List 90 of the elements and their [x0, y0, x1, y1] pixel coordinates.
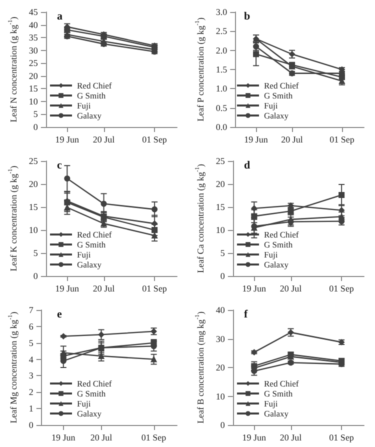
legend-label: G Smith — [264, 388, 294, 398]
y-tick-label: 15 — [216, 202, 226, 212]
x-tick-label: 01 Sep — [329, 432, 354, 442]
y-tick-label: 0 — [28, 420, 34, 430]
legend-label: Fuji — [77, 250, 92, 260]
legend-label: Red Chief — [77, 378, 112, 388]
x-tick-label: 19 Jun — [55, 284, 80, 294]
x-tick-label: 01 Sep — [142, 134, 168, 144]
y-tick-label: 5 — [33, 248, 38, 258]
x-tick-label: 20 Jul — [281, 134, 304, 144]
y-tick-label: 6 — [28, 321, 34, 332]
x-tick-label: 20 Jul — [92, 284, 116, 294]
legend-label: Red Chief — [264, 230, 299, 240]
y-tick-label: 0.5 — [216, 102, 228, 113]
legend-label: Galaxy — [77, 260, 102, 270]
y-tick-label: 2 — [28, 387, 34, 398]
y-tick-label: 4 — [28, 354, 34, 364]
y-tick-label: 30 — [216, 334, 226, 344]
y-tick-label: 20 — [216, 179, 226, 189]
y-tick-label: 25 — [28, 58, 38, 68]
legend-label: G Smith — [264, 240, 294, 250]
legend-label: Red Chief — [264, 80, 299, 90]
x-tick-label: 01 Sep — [141, 432, 167, 442]
legend-label: Red Chief — [77, 80, 112, 90]
y-tick-label: 1.5 — [216, 64, 228, 74]
y-tick-label: 3.0 — [216, 7, 228, 17]
y-tick-label: 20 — [28, 179, 38, 189]
legend-label: Fuji — [264, 398, 278, 408]
legend-label: G Smith — [77, 90, 106, 100]
y-tick-label: 7 — [28, 305, 34, 315]
y-tick-label: 1.0 — [216, 84, 228, 94]
y-tick-label: 20 — [216, 362, 226, 372]
y-tick-label: 25 — [28, 156, 38, 166]
legend-label: G Smith — [264, 90, 294, 100]
legend-label: G Smith — [77, 240, 106, 250]
x-tick-label: 20 Jul — [90, 432, 113, 442]
legend-label: Red Chief — [77, 230, 112, 240]
legend-label: Galaxy — [264, 110, 290, 120]
legend-label: G Smith — [77, 388, 106, 398]
y-tick-label: 40 — [216, 305, 226, 315]
chart-title: a — [57, 10, 63, 22]
y-tick-label: 15 — [28, 84, 38, 94]
x-tick-label: 19 Jun — [242, 432, 267, 442]
legend-label: Galaxy — [77, 110, 102, 120]
x-tick-label: 01 Sep — [142, 284, 168, 294]
legend-label: Galaxy — [264, 408, 290, 418]
y-tick-label: 2.0 — [216, 45, 228, 56]
y-tick-label: 30 — [28, 45, 38, 56]
chart-title: d — [244, 160, 250, 172]
chart-title: c — [57, 160, 62, 172]
chart-title: b — [244, 10, 250, 22]
x-tick-label: 20 Jul — [280, 284, 302, 294]
y-tick-label: 1 — [28, 404, 34, 414]
y-tick-label: 2.5 — [216, 26, 228, 36]
y-tick-label: 10 — [28, 96, 38, 106]
y-tick-label: 10 — [28, 225, 38, 235]
x-tick-label: 01 Sep — [330, 134, 355, 144]
legend-label: Red Chief — [264, 378, 299, 388]
legend-label: Fuji — [264, 250, 278, 260]
y-tick-label: 45 — [28, 7, 38, 17]
y-tick-label: 0 — [220, 271, 226, 281]
legend-label: Fuji — [77, 398, 92, 408]
y-tick-label: 10 — [216, 391, 226, 402]
y-tick-label: 5 — [220, 248, 226, 258]
y-tick-label: 5 — [33, 109, 38, 120]
legend-label: Fuji — [77, 100, 92, 110]
y-tick-label: 0 — [33, 271, 38, 281]
y-tick-label: 0 — [220, 420, 226, 430]
y-tick-label: 10 — [216, 225, 226, 235]
chart-title: f — [244, 308, 248, 320]
y-tick-label: 0.0 — [216, 122, 228, 132]
legend-label: Galaxy — [264, 260, 290, 270]
chart-title: e — [57, 308, 62, 320]
x-tick-label: 19 Jun — [242, 284, 267, 294]
y-tick-label: 40 — [28, 20, 38, 30]
y-tick-label: 20 — [28, 70, 38, 81]
x-tick-label: 19 Jun — [52, 432, 76, 442]
legend-label: Fuji — [264, 100, 278, 110]
y-tick-label: 35 — [28, 32, 38, 43]
x-tick-label: 01 Sep — [329, 284, 354, 294]
x-tick-label: 20 Jul — [92, 134, 116, 144]
x-tick-label: 20 Jul — [280, 432, 302, 442]
y-tick-label: 3 — [28, 370, 34, 381]
x-tick-label: 19 Jun — [244, 134, 268, 144]
y-tick-label: 5 — [28, 338, 34, 348]
x-tick-label: 19 Jun — [55, 134, 80, 144]
legend-label: Galaxy — [77, 408, 102, 418]
y-tick-label: 25 — [216, 156, 226, 166]
y-tick-label: 15 — [28, 202, 38, 212]
y-tick-label: 0 — [33, 122, 38, 132]
